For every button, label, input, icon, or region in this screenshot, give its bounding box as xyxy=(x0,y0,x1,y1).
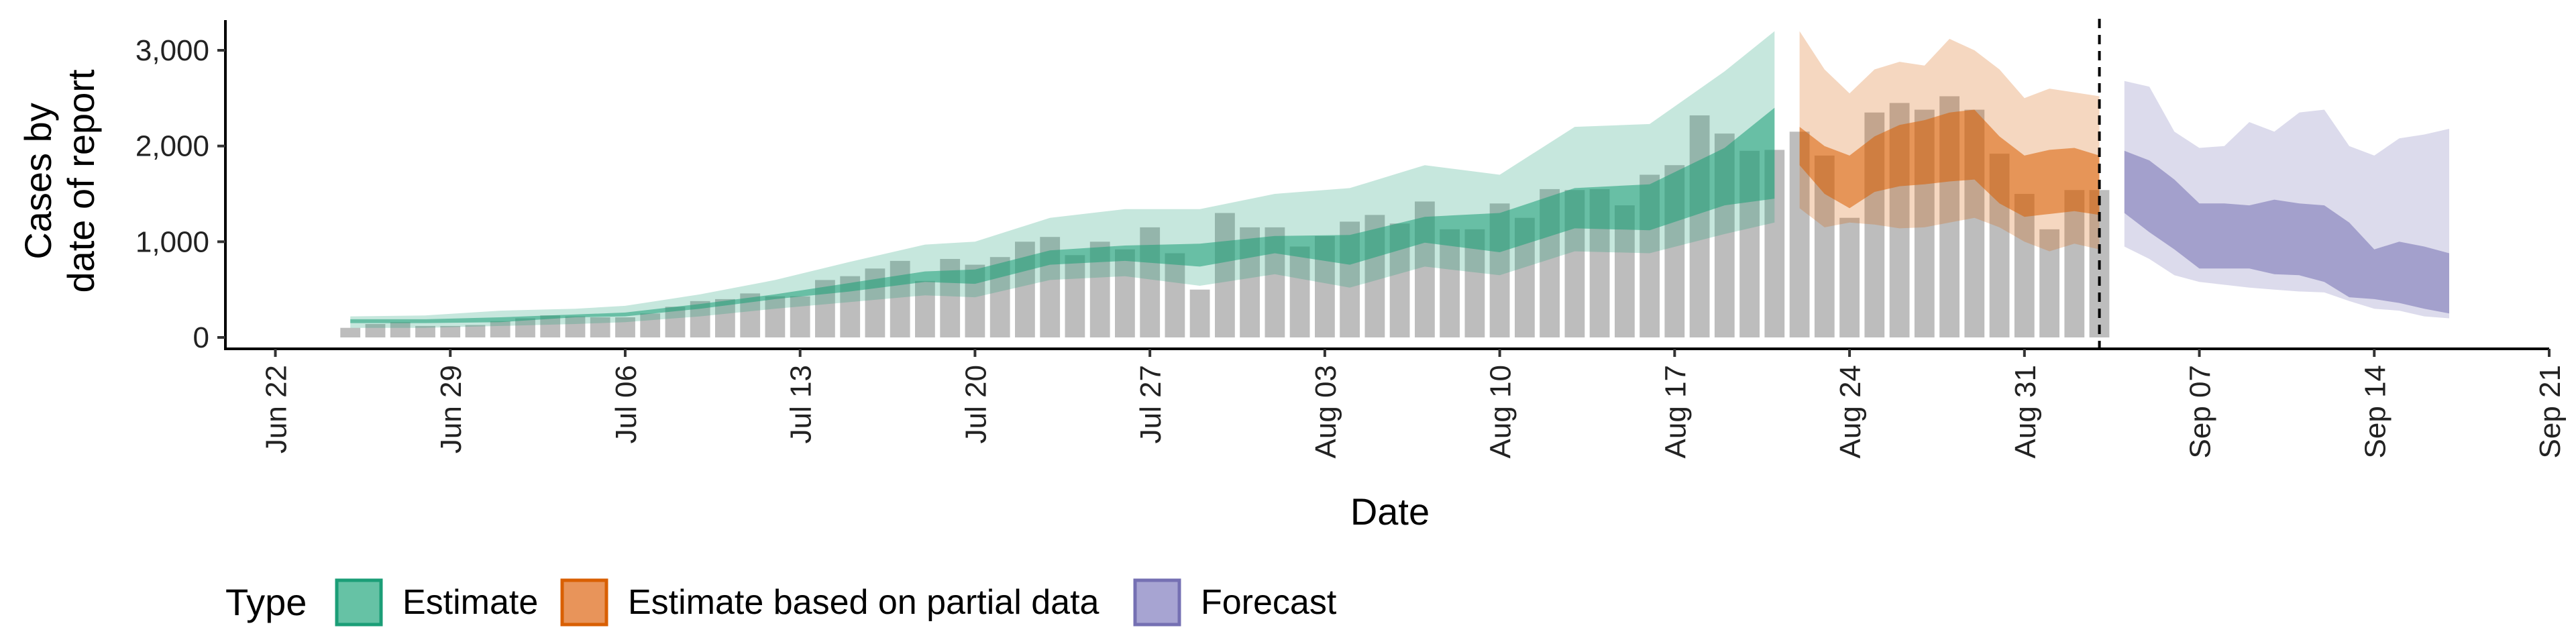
legend-key-estimate xyxy=(335,578,383,627)
bar xyxy=(790,296,810,337)
legend-key-forecast xyxy=(1133,578,1181,627)
bar xyxy=(465,325,486,337)
x-tick-label: Jul 27 xyxy=(1134,365,1167,443)
x-tick-label: Aug 24 xyxy=(1834,365,1867,458)
y-axis-title: Cases by date of report xyxy=(17,69,102,293)
legend-title: Type xyxy=(225,581,307,623)
bar xyxy=(2039,229,2059,337)
forecast-50-interval xyxy=(2124,150,2449,314)
x-axis-ticks: Jun 22 Jun 29 Jul 06 Jul 13 Jul 20 Jul 27 Aug … xyxy=(260,349,2567,458)
bar xyxy=(590,317,610,337)
legend-label-partial-estimate: Estimate based on partial data xyxy=(628,583,1099,622)
bar xyxy=(640,313,661,337)
x-tick-label: Jul 20 xyxy=(959,365,992,443)
x-tick-label: Sep 07 xyxy=(2184,365,2217,458)
x-tick-label: Jul 06 xyxy=(610,365,643,443)
bar xyxy=(340,327,361,337)
x-tick-label: Sep 21 xyxy=(2534,365,2567,458)
plot-area: 0 1,000 2,000 3,000 Jun 22 Jun 29 Jul 06 Jul 1… xyxy=(136,19,2567,458)
x-tick-label: Aug 03 xyxy=(1309,365,1342,458)
y-tick-label: 1,000 xyxy=(136,225,209,258)
bar xyxy=(2064,190,2085,337)
bar xyxy=(1839,217,1860,337)
x-tick-label: Sep 14 xyxy=(2359,365,2392,458)
x-tick-label: Jun 22 xyxy=(260,365,293,453)
x-axis-title: Date xyxy=(1350,490,1430,533)
bar xyxy=(1215,213,1235,337)
bar xyxy=(515,318,535,337)
bar xyxy=(615,317,635,337)
y-tick-label: 3,000 xyxy=(136,34,209,67)
legend-label-estimate: Estimate xyxy=(402,583,538,622)
y-tick-label: 0 xyxy=(193,321,209,354)
legend-key-partial-estimate xyxy=(560,578,608,627)
x-tick-label: Aug 31 xyxy=(2009,365,2042,458)
bar xyxy=(1289,246,1310,337)
bar xyxy=(890,260,910,337)
legend-label-forecast: Forecast xyxy=(1201,583,1337,622)
x-tick-label: Jun 29 xyxy=(435,365,468,453)
bar xyxy=(390,322,411,337)
bar xyxy=(2014,194,2035,337)
bar xyxy=(415,325,435,337)
estimate-50-interval xyxy=(350,107,1775,323)
bar xyxy=(565,316,586,337)
y-axis-title-line-1: Cases by xyxy=(17,103,59,259)
x-tick-label: Jul 13 xyxy=(785,365,818,443)
y-tick-label: 2,000 xyxy=(136,130,209,163)
y-axis-ticks: 0 1,000 2,000 3,000 xyxy=(136,34,225,354)
estimate-based-on-partial-data-50-interval xyxy=(1799,109,2100,217)
bar xyxy=(1165,253,1185,337)
legend: Type Estimate Estimate based on partial … xyxy=(225,578,1337,627)
estimate-ribbons xyxy=(350,31,2449,328)
bar xyxy=(1065,255,1085,337)
bar xyxy=(1189,289,1210,337)
bar xyxy=(1689,115,1710,337)
bar xyxy=(365,324,386,337)
x-tick-label: Aug 10 xyxy=(1485,365,1517,458)
bar xyxy=(915,280,935,337)
bar xyxy=(1115,249,1135,337)
bar xyxy=(765,296,786,337)
bar xyxy=(490,321,511,337)
bar xyxy=(440,325,461,337)
estimate-90-interval xyxy=(350,31,1775,328)
bar xyxy=(1440,229,1460,337)
y-axis-title-line-2: date of report xyxy=(60,69,102,293)
x-tick-label: Aug 17 xyxy=(1659,365,1692,458)
